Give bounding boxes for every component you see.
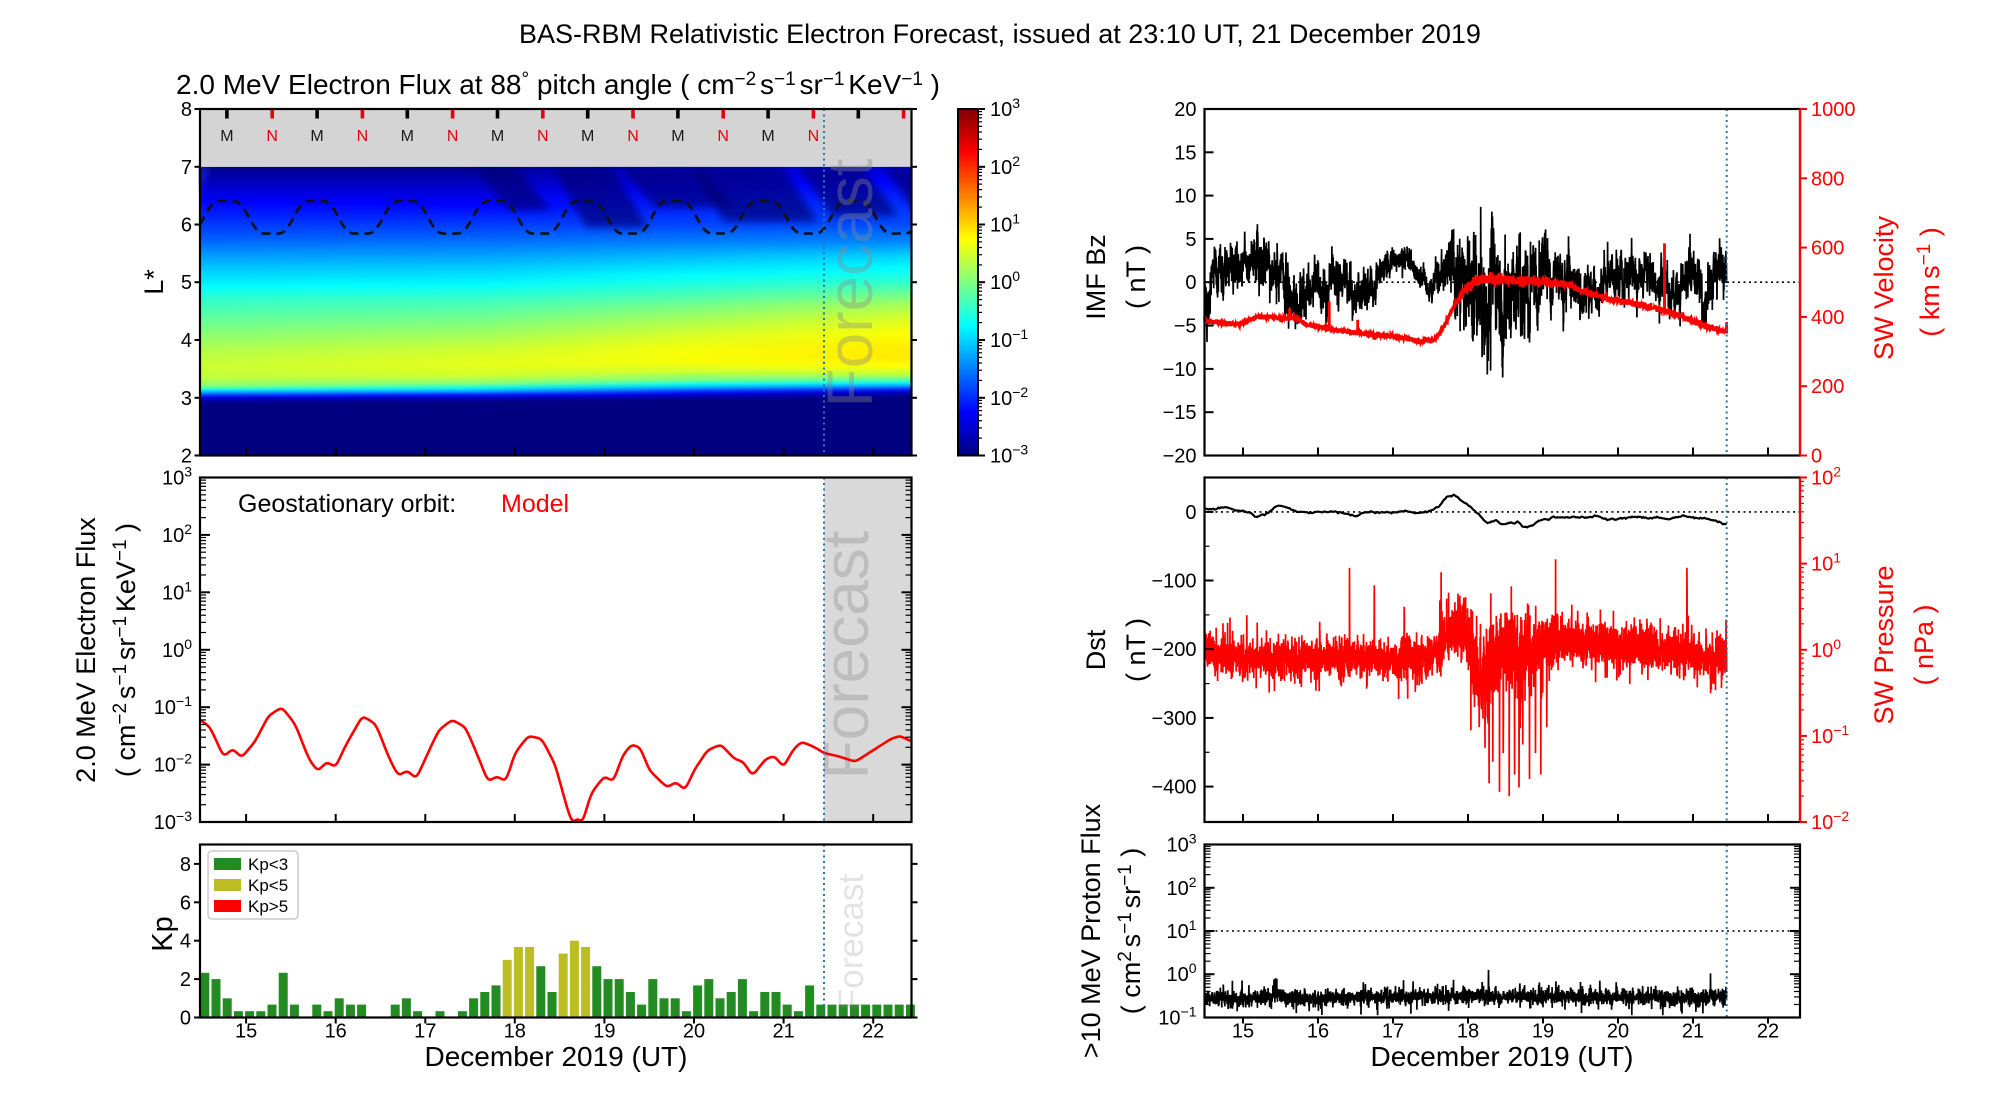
svg-text:0: 0 (180, 1008, 191, 1030)
svg-text:−300: −300 (1151, 708, 1196, 730)
svg-text:N: N (537, 128, 549, 145)
svg-text:( nT ): ( nT ) (1121, 618, 1151, 682)
svg-text:19: 19 (1532, 1021, 1554, 1043)
svg-text:SW Pressure: SW Pressure (1869, 565, 1899, 724)
svg-text:20: 20 (1174, 99, 1196, 121)
svg-text:Forecast: Forecast (810, 530, 882, 779)
svg-text:0: 0 (1185, 502, 1196, 524)
svg-text:15: 15 (1232, 1021, 1254, 1043)
svg-text:M: M (401, 128, 414, 145)
svg-text:0: 0 (1811, 446, 1822, 468)
svg-text:4: 4 (180, 931, 191, 953)
svg-text:5: 5 (1185, 229, 1196, 251)
svg-text:18: 18 (504, 1021, 526, 1043)
svg-text:M: M (671, 128, 684, 145)
svg-text:15: 15 (1174, 142, 1196, 164)
svg-text:2.0 MeV Electron Flux: 2.0 MeV Electron Flux (71, 517, 101, 783)
svg-text:M: M (491, 128, 504, 145)
svg-text:( km s−1 ): ( km s−1 ) (1914, 227, 1945, 337)
svg-text:−100: −100 (1151, 571, 1196, 593)
svg-text:15: 15 (235, 1021, 257, 1043)
svg-text:−200: −200 (1151, 639, 1196, 661)
svg-text:2: 2 (180, 969, 191, 991)
svg-text:IMF Bz: IMF Bz (1081, 234, 1111, 320)
svg-text:N: N (627, 128, 639, 145)
svg-text:400: 400 (1811, 307, 1844, 329)
svg-text:−5: −5 (1174, 316, 1197, 338)
svg-text:Forecast: Forecast (814, 158, 886, 407)
svg-text:Model: Model (501, 490, 569, 518)
svg-text:N: N (717, 128, 729, 145)
svg-text:Kp: Kp (147, 916, 179, 951)
svg-text:600: 600 (1811, 238, 1844, 260)
svg-text:10: 10 (1174, 186, 1196, 208)
svg-text:20: 20 (683, 1021, 705, 1043)
svg-text:−15: −15 (1163, 402, 1197, 424)
svg-text:10−1: 10−1 (1158, 1004, 1196, 1030)
svg-text:19: 19 (593, 1021, 615, 1043)
svg-text:N: N (808, 128, 820, 145)
svg-text:8: 8 (180, 854, 191, 876)
svg-text:Kp<3: Kp<3 (248, 855, 288, 874)
svg-text:December 2019 (UT): December 2019 (UT) (1371, 1041, 1634, 1072)
svg-text:( cm−2 s−1 sr−1 KeV−1 ): ( cm−2 s−1 sr−1 KeV−1 ) (110, 523, 141, 777)
svg-text:−20: −20 (1163, 446, 1197, 468)
svg-text:1000: 1000 (1811, 99, 1856, 121)
svg-text:10−2: 10−2 (154, 751, 192, 777)
svg-text:16: 16 (325, 1021, 347, 1043)
svg-text:N: N (266, 128, 278, 145)
svg-text:−10: −10 (1163, 359, 1197, 381)
svg-text:M: M (761, 128, 774, 145)
svg-text:>10 MeV Proton Flux: >10 MeV Proton Flux (1076, 803, 1106, 1058)
svg-text:( nPa ): ( nPa ) (1909, 604, 1939, 685)
svg-text:22: 22 (862, 1021, 884, 1043)
svg-text:2: 2 (181, 446, 192, 468)
svg-text:SW Velocity: SW Velocity (1869, 215, 1899, 360)
svg-text:N: N (447, 128, 459, 145)
svg-text:N: N (357, 128, 369, 145)
svg-text:6: 6 (181, 215, 192, 237)
svg-text:Kp<5: Kp<5 (248, 876, 288, 895)
svg-text:10−3: 10−3 (154, 808, 192, 834)
svg-text:Dst: Dst (1081, 629, 1111, 670)
svg-text:M: M (310, 128, 323, 145)
svg-text:17: 17 (1382, 1021, 1404, 1043)
svg-text:Kp>5: Kp>5 (248, 897, 288, 916)
svg-text:21: 21 (772, 1021, 794, 1043)
svg-text:22: 22 (1757, 1021, 1779, 1043)
svg-text:16: 16 (1307, 1021, 1329, 1043)
svg-text:Forecast: Forecast (832, 874, 871, 1010)
svg-text:10−1: 10−1 (1811, 722, 1849, 748)
svg-text:4: 4 (181, 330, 192, 352)
svg-text:( nT ): ( nT ) (1121, 245, 1151, 309)
svg-text:M: M (581, 128, 594, 145)
svg-text:21: 21 (1682, 1021, 1704, 1043)
svg-text:December 2019 (UT): December 2019 (UT) (425, 1041, 688, 1072)
svg-text:6: 6 (180, 892, 191, 914)
svg-text:200: 200 (1811, 376, 1844, 398)
svg-text:100: 100 (1166, 960, 1196, 986)
svg-text:17: 17 (414, 1021, 436, 1043)
svg-text:20: 20 (1607, 1021, 1629, 1043)
svg-text:7: 7 (181, 157, 192, 179)
svg-text:−400: −400 (1151, 777, 1196, 799)
svg-text:800: 800 (1811, 168, 1844, 190)
svg-text:2.0 MeV Electron Flux at 88° p: 2.0 MeV Electron Flux at 88° pitch angle… (176, 69, 940, 100)
svg-text:BAS-RBM Relativistic Electron: BAS-RBM Relativistic Electron Forecast, … (519, 19, 1481, 49)
svg-text:5: 5 (181, 272, 192, 294)
svg-text:L*: L* (139, 269, 169, 295)
svg-text:0: 0 (1185, 272, 1196, 294)
svg-text:8: 8 (181, 99, 192, 121)
svg-text:3: 3 (181, 388, 192, 410)
svg-text:M: M (220, 128, 233, 145)
svg-text:Geostationary orbit:: Geostationary orbit: (238, 490, 456, 518)
svg-text:18: 18 (1457, 1021, 1479, 1043)
